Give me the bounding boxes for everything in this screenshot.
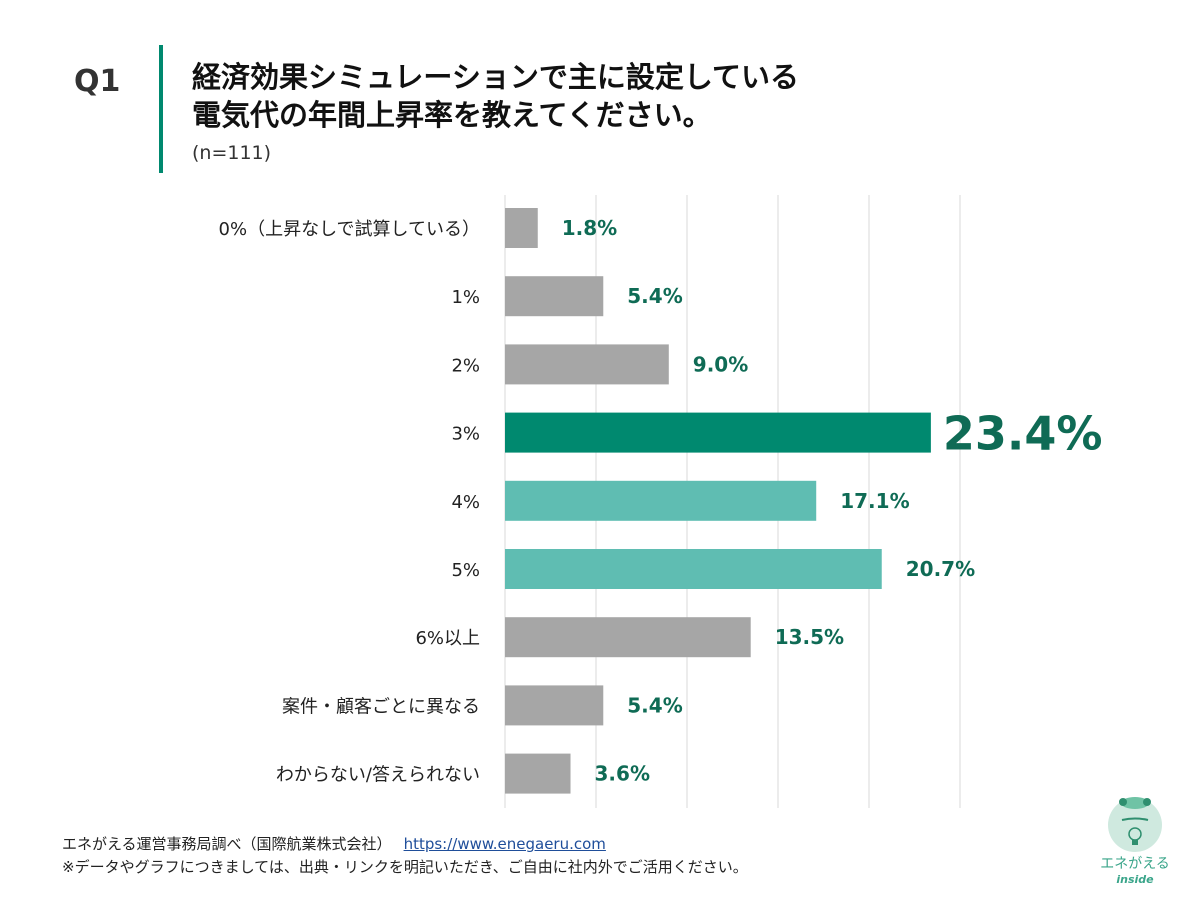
- bar: [505, 549, 882, 589]
- page-title: 経済効果シミュレーションで主に設定している 電気代の年間上昇率を教えてください。: [192, 58, 799, 134]
- title-line-1: 経済効果シミュレーションで主に設定している: [192, 60, 799, 94]
- category-label: 3%: [451, 424, 480, 445]
- question-number: Q1: [74, 64, 121, 99]
- bar: [505, 753, 571, 794]
- value-label: 1.8%: [562, 216, 617, 240]
- value-label: 13.5%: [775, 625, 844, 649]
- bar: [505, 344, 669, 385]
- category-label: 0%（上昇なしで試算している）: [219, 219, 480, 240]
- category-label: 4%: [451, 492, 480, 513]
- bar: [505, 208, 538, 248]
- category-label: 1%: [451, 287, 480, 308]
- bar: [505, 480, 817, 521]
- category-label: わからない/答えられない: [276, 765, 480, 786]
- title-line-2: 電気代の年間上昇率を教えてください。: [192, 98, 712, 132]
- bar: [505, 685, 604, 726]
- value-label: 20.7%: [906, 557, 975, 581]
- bar: [505, 617, 751, 658]
- bar: [505, 412, 931, 453]
- usage-note: ※データやグラフにつきましては、出典・リンクを明記いただき、ご自由に社内外でご活…: [62, 858, 748, 876]
- source-link[interactable]: https://www.enegaeru.com: [403, 835, 606, 853]
- category-label: 案件・顧客ごとに異なる: [282, 696, 480, 717]
- category-label: 6%以上: [415, 628, 480, 649]
- title-divider: [159, 45, 163, 173]
- source-text: エネがえる運営事務局調べ（国際航業株式会社）: [62, 835, 392, 853]
- value-label: 17.1%: [840, 489, 909, 513]
- enegaeru-logo: エネがえる inside: [1090, 790, 1180, 886]
- frog-bulb-icon: エネがえる inside: [1100, 797, 1170, 886]
- svg-text:inside: inside: [1116, 873, 1154, 885]
- value-label: 23.4%: [943, 407, 1103, 461]
- category-label: 5%: [451, 560, 480, 581]
- value-label: 3.6%: [595, 762, 650, 786]
- logo-text: エネがえる: [1100, 856, 1170, 872]
- value-label: 5.4%: [627, 284, 682, 308]
- sample-size: (n=111): [192, 142, 272, 164]
- value-label: 9.0%: [693, 352, 748, 376]
- category-label: 2%: [451, 355, 480, 376]
- source-line: エネがえる運営事務局調べ（国際航業株式会社） https://www.enegae…: [62, 833, 606, 854]
- bar: [505, 276, 604, 317]
- value-label: 5.4%: [627, 693, 682, 717]
